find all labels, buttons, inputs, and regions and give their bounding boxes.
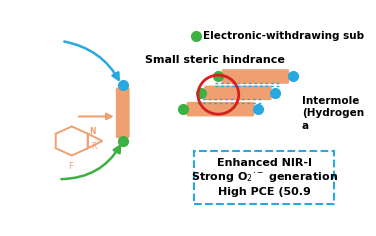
- Text: F: F: [68, 162, 73, 171]
- Text: Intermole: Intermole: [302, 96, 359, 106]
- FancyBboxPatch shape: [223, 70, 288, 83]
- FancyBboxPatch shape: [205, 86, 271, 99]
- FancyBboxPatch shape: [188, 103, 253, 116]
- Text: N: N: [89, 127, 96, 136]
- Text: (Hydrogen: (Hydrogen: [302, 108, 364, 118]
- Text: High PCE (50.9: High PCE (50.9: [218, 187, 311, 197]
- Text: a: a: [302, 121, 309, 131]
- Text: Enhanced NIR-I: Enhanced NIR-I: [217, 158, 312, 168]
- Text: R: R: [91, 142, 96, 151]
- Text: Small steric hindrance: Small steric hindrance: [145, 55, 285, 65]
- FancyBboxPatch shape: [117, 88, 129, 137]
- Text: Strong O$_2$$^{\cdot-}$ generation: Strong O$_2$$^{\cdot-}$ generation: [191, 170, 338, 184]
- Text: Electronic-withdrawing sub: Electronic-withdrawing sub: [203, 31, 364, 42]
